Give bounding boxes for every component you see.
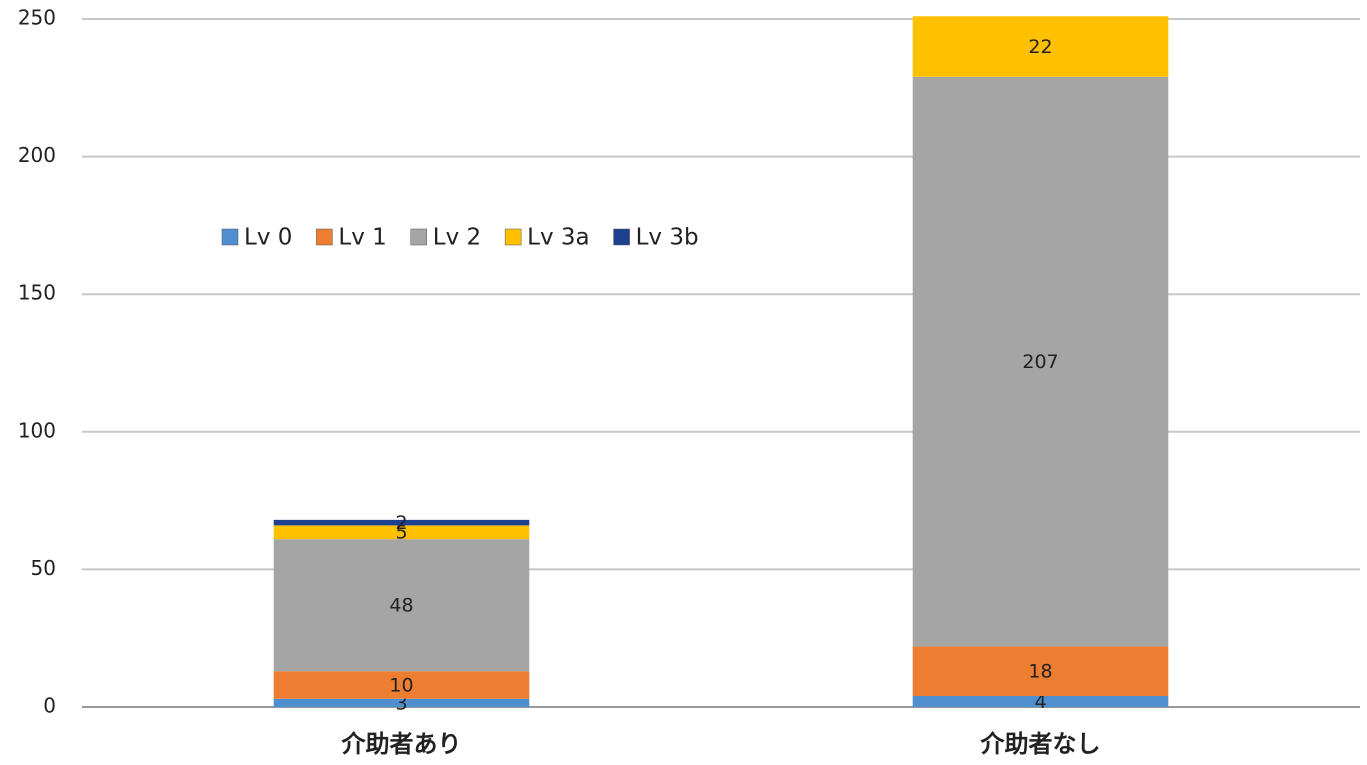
legend-swatch	[504, 228, 522, 246]
y-tick-label: 100	[18, 418, 56, 442]
bar-segment	[912, 646, 1169, 696]
legend-label: Lv 1	[338, 225, 386, 251]
data-label: 18	[1028, 661, 1052, 683]
y-tick-label: 0	[43, 694, 56, 718]
bar-segment	[273, 671, 530, 699]
data-label: 10	[389, 674, 413, 696]
data-label: 22	[1028, 36, 1052, 58]
bar-segment	[273, 698, 530, 707]
data-label: 2	[395, 512, 407, 534]
data-label: 5	[395, 522, 407, 544]
legend-swatch	[316, 228, 333, 246]
bar-segment	[273, 525, 530, 540]
data-label: 207	[1022, 351, 1058, 373]
legend-label: Lv 3a	[527, 225, 589, 251]
legend-label: Lv 0	[244, 225, 292, 251]
y-tick-label: 200	[18, 143, 56, 167]
y-tick-label: 50	[31, 556, 56, 580]
legend-swatch	[221, 228, 239, 246]
x-tick-label: 介助者あり	[341, 730, 462, 758]
legend-swatch	[410, 228, 427, 246]
bar-segment	[912, 16, 1169, 77]
bar-segment	[273, 519, 530, 526]
legend-label: Lv 2	[433, 225, 481, 251]
data-label: 48	[389, 595, 413, 617]
bar-segment	[912, 695, 1169, 707]
bar-segment	[912, 76, 1169, 647]
y-tick-label: 150	[18, 281, 56, 305]
legend-swatch	[613, 228, 630, 246]
legend-label: Lv 3b	[636, 225, 699, 251]
y-tick-label: 250	[18, 6, 56, 30]
data-label: 4	[1034, 691, 1046, 713]
bar-segment	[273, 539, 530, 672]
x-tick-label: 介助者なし	[980, 730, 1101, 758]
